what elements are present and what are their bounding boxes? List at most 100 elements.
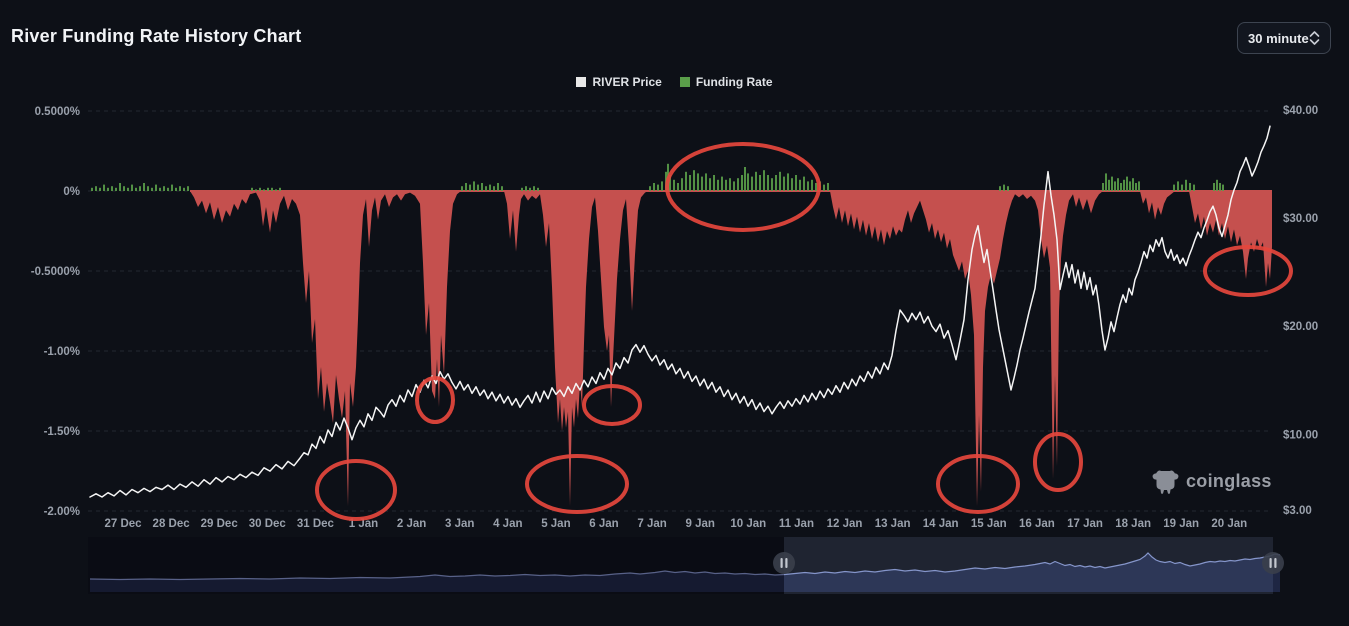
funding-rate-bar: [783, 176, 785, 191]
price-axis-label: $10.00: [1283, 429, 1318, 441]
funding-rate-bar: [811, 179, 813, 191]
annotation-ellipse: [525, 454, 629, 514]
funding-rate-bar: [251, 187, 253, 191]
funding-rate-bar: [673, 179, 675, 191]
funding-rate-bar: [775, 175, 777, 191]
funding-rate-bar: [179, 186, 181, 191]
navigator-handle-right[interactable]: [1262, 552, 1284, 574]
x-axis-label: 10 Jan: [730, 518, 766, 530]
funding-rate-bar: [255, 189, 257, 191]
funding-rate-bar: [489, 184, 491, 191]
x-axis-label: 5 Jan: [541, 518, 570, 530]
annotation-ellipse: [936, 454, 1020, 514]
funding-rate-bar: [131, 184, 133, 191]
x-axis-label: 15 Jan: [971, 518, 1007, 530]
watermark-text: coinglass: [1186, 471, 1272, 491]
funding-rate-bar: [787, 173, 789, 191]
funding-rate-bar: [123, 186, 125, 191]
funding-rate-bar: [501, 186, 503, 191]
page-title: River Funding Rate History Chart: [11, 26, 302, 46]
funding-rate-bar: [779, 171, 781, 191]
funding-rate-bar: [741, 175, 743, 191]
funding-rate-bar: [1123, 179, 1125, 191]
funding-rate-bar: [171, 184, 173, 191]
funding-rate-bar: [685, 171, 687, 191]
funding-rate-bar: [263, 189, 265, 191]
funding-rate-bar: [1185, 179, 1187, 191]
y-axis-label-left: -1.00%: [44, 346, 80, 358]
x-axis-label: 27 Dec: [104, 518, 142, 530]
price-axis-label: $20.00: [1283, 321, 1318, 333]
navigator-selection[interactable]: [784, 537, 1273, 594]
funding-rate-bar: [737, 178, 739, 191]
funding-rate-bar: [721, 176, 723, 191]
funding-rate-area: [190, 191, 1272, 507]
price-line: [89, 125, 1271, 498]
funding-rate-bar: [1111, 176, 1113, 191]
funding-rate-bar: [1173, 184, 1175, 191]
funding-rate-bar: [139, 186, 141, 191]
funding-rate-bar: [795, 175, 797, 191]
funding-rate-bar: [533, 186, 535, 191]
handle-grip-icon: [785, 558, 788, 568]
x-axis-label: 12 Jan: [827, 518, 863, 530]
funding-rate-bar: [469, 184, 471, 191]
funding-rate-bar: [481, 183, 483, 191]
x-axis-label: 1 Jan: [349, 518, 378, 530]
handle-grip-icon: [1274, 558, 1277, 568]
funding-rate-bar: [725, 179, 727, 191]
funding-rate-bar: [815, 183, 817, 191]
funding-rate-bar: [713, 175, 715, 191]
funding-rate-bar: [1138, 181, 1140, 191]
funding-rate-bar: [147, 186, 149, 191]
funding-rate-bar: [143, 183, 145, 191]
funding-rate-bar: [697, 173, 699, 191]
funding-rate-bar: [1120, 183, 1122, 191]
funding-rate-bar: [999, 186, 1001, 191]
funding-rate-bar: [1003, 184, 1005, 191]
funding-rate-bar: [767, 175, 769, 191]
funding-rate-bar: [681, 178, 683, 191]
funding-rate-bar: [99, 187, 101, 191]
funding-rate-bar: [525, 186, 527, 191]
funding-rate-bar: [1213, 183, 1215, 191]
price-axis-label: $3.00: [1283, 505, 1312, 517]
funding-rate-bar: [187, 186, 189, 191]
funding-rate-bar: [1007, 186, 1009, 191]
funding-rate-bar: [1117, 178, 1119, 191]
zero-baseline: [190, 190, 1272, 192]
price-axis-label: $30.00: [1283, 213, 1318, 225]
funding-rate-bar: [661, 181, 663, 191]
annotation-ellipse: [582, 384, 642, 426]
funding-rate-bar: [717, 179, 719, 191]
annotation-ellipse: [315, 459, 397, 521]
funding-rate-bar: [537, 187, 539, 191]
funding-rate-bar: [167, 187, 169, 191]
funding-rate-bar: [823, 184, 825, 191]
funding-rate-bar: [669, 175, 671, 191]
interval-select[interactable]: 30 minute: [1237, 22, 1331, 54]
funding-rate-bar: [709, 178, 711, 191]
updown-chevron-icon: [1309, 30, 1320, 46]
funding-rate-bar: [744, 167, 746, 191]
funding-rate-bar: [1181, 184, 1183, 191]
funding-rate-bar: [1177, 181, 1179, 191]
funding-rate-bar: [267, 187, 269, 191]
funding-rate-bar: [521, 187, 523, 191]
funding-rate-bar: [115, 187, 117, 191]
funding-rate-bar: [465, 183, 467, 191]
funding-rate-bar: [151, 187, 153, 191]
funding-rate-bar: [657, 184, 659, 191]
funding-rate-bar: [799, 179, 801, 191]
navigator-handle-left[interactable]: [773, 552, 795, 574]
funding-rate-bar: [827, 183, 829, 191]
funding-rate-bar: [135, 187, 137, 191]
funding-rate-bar: [771, 178, 773, 191]
interval-select-value: 30 minute: [1248, 30, 1309, 46]
funding-rate-bar: [653, 183, 655, 191]
annotation-ellipse: [1033, 432, 1083, 492]
navigator-area: [90, 553, 1280, 592]
coinglass-watermark: coinglass: [1152, 468, 1272, 495]
